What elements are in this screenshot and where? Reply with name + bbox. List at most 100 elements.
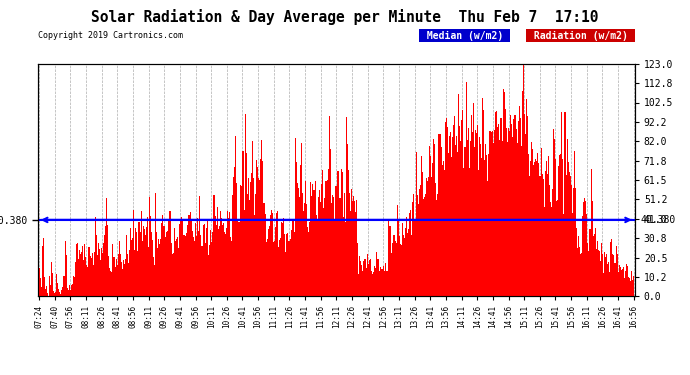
Bar: [339, 198, 341, 296]
Bar: [277, 211, 278, 296]
Bar: [125, 258, 126, 296]
Bar: [61, 290, 62, 296]
Bar: [176, 239, 177, 296]
Bar: [310, 182, 311, 296]
Bar: [96, 235, 97, 296]
Bar: [364, 259, 366, 296]
Bar: [360, 261, 362, 296]
Bar: [591, 201, 593, 296]
Bar: [326, 182, 327, 296]
Bar: [58, 288, 59, 296]
Bar: [84, 244, 86, 296]
Bar: [273, 242, 274, 296]
Bar: [430, 156, 431, 296]
Bar: [257, 167, 258, 296]
Bar: [350, 211, 351, 296]
Bar: [302, 193, 303, 296]
Bar: [166, 231, 168, 296]
Bar: [500, 118, 501, 296]
Bar: [622, 268, 623, 296]
Bar: [49, 276, 50, 296]
Bar: [113, 257, 115, 296]
Bar: [393, 235, 394, 296]
Bar: [577, 248, 578, 296]
Bar: [602, 254, 603, 296]
Bar: [90, 258, 92, 296]
Bar: [47, 292, 48, 296]
Bar: [255, 194, 256, 296]
Bar: [476, 133, 477, 296]
Bar: [605, 257, 606, 296]
Bar: [62, 287, 63, 296]
Bar: [323, 208, 324, 296]
Bar: [192, 231, 193, 296]
Bar: [198, 231, 199, 296]
Bar: [108, 256, 109, 296]
Bar: [564, 112, 566, 296]
Bar: [129, 250, 130, 296]
Bar: [156, 232, 157, 296]
Bar: [219, 211, 221, 296]
Bar: [101, 248, 102, 296]
Bar: [471, 116, 472, 296]
Bar: [226, 228, 227, 296]
Bar: [330, 148, 331, 296]
Bar: [229, 212, 230, 296]
Bar: [357, 243, 358, 296]
Bar: [193, 237, 194, 296]
Bar: [383, 266, 384, 296]
Bar: [526, 99, 527, 296]
Bar: [349, 193, 350, 296]
Bar: [615, 246, 617, 296]
Bar: [593, 234, 595, 296]
Bar: [306, 204, 307, 296]
Bar: [97, 255, 98, 296]
Bar: [451, 158, 452, 296]
Bar: [632, 280, 633, 296]
Bar: [68, 290, 69, 296]
Bar: [486, 155, 487, 296]
Bar: [456, 136, 457, 296]
Bar: [493, 130, 495, 296]
Bar: [154, 265, 155, 296]
Bar: [630, 280, 631, 296]
Bar: [446, 118, 447, 296]
Text: Copyright 2019 Cartronics.com: Copyright 2019 Cartronics.com: [38, 31, 183, 40]
Bar: [231, 241, 233, 296]
Bar: [625, 272, 626, 296]
Bar: [408, 229, 409, 296]
Bar: [519, 106, 520, 296]
Bar: [246, 153, 247, 296]
Bar: [553, 129, 554, 296]
Bar: [197, 218, 198, 296]
Bar: [433, 139, 434, 296]
Bar: [315, 215, 317, 296]
Bar: [538, 164, 540, 296]
Bar: [399, 236, 400, 296]
Bar: [209, 245, 210, 296]
Bar: [202, 246, 203, 296]
Bar: [619, 266, 620, 296]
Bar: [141, 241, 143, 296]
Bar: [400, 244, 401, 296]
Bar: [402, 224, 403, 296]
Bar: [98, 243, 99, 296]
Bar: [184, 236, 186, 296]
Bar: [484, 159, 485, 296]
Bar: [203, 225, 204, 296]
Bar: [613, 255, 615, 296]
Bar: [109, 268, 110, 296]
Bar: [524, 114, 525, 296]
Bar: [119, 241, 120, 296]
Bar: [254, 214, 255, 296]
Bar: [262, 161, 264, 296]
Bar: [578, 236, 579, 296]
Bar: [345, 222, 346, 296]
Bar: [112, 244, 113, 296]
Bar: [252, 141, 253, 296]
Bar: [324, 198, 325, 296]
Bar: [86, 266, 88, 296]
Bar: [280, 237, 281, 296]
Bar: [572, 213, 573, 296]
Bar: [520, 118, 521, 296]
